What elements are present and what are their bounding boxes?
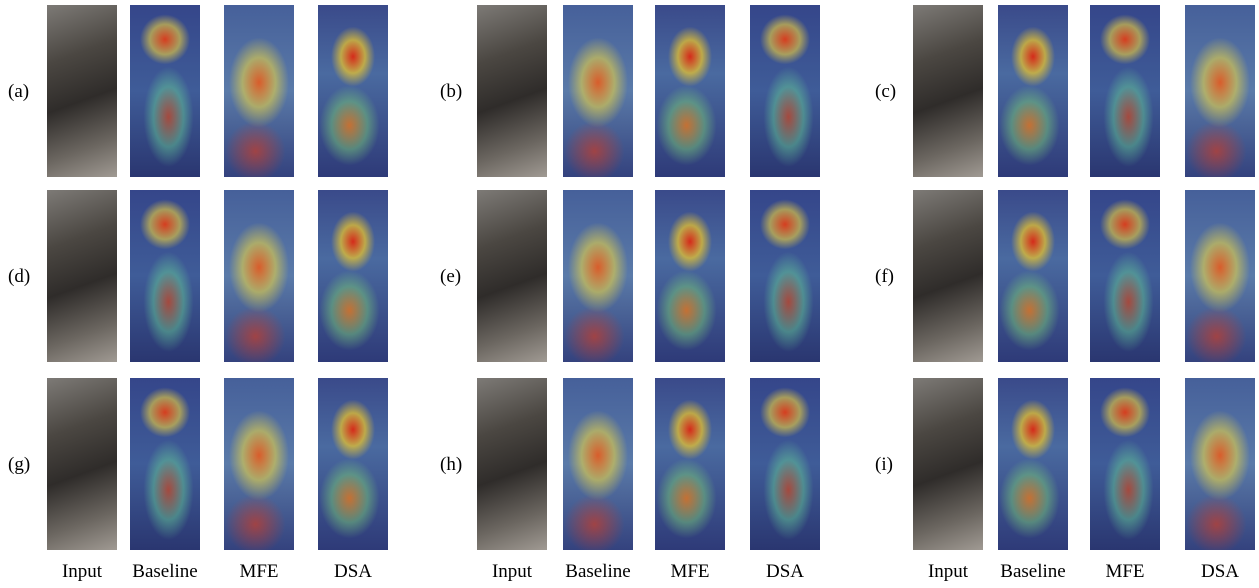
column-label: Input [492, 561, 532, 583]
heatmap-image [563, 190, 633, 362]
heatmap-image [318, 190, 388, 362]
column-label: MFE [1105, 561, 1144, 583]
heatmap-image [318, 378, 388, 550]
heatmap-image [130, 378, 200, 550]
heatmap-image [224, 378, 294, 550]
heatmap-image [563, 378, 633, 550]
heatmap-image [750, 5, 820, 177]
heatmap-image [130, 5, 200, 177]
heatmap-image [998, 5, 1068, 177]
heatmap-image [655, 5, 725, 177]
column-label: MFE [670, 561, 709, 583]
input-image [47, 378, 117, 550]
heatmap-image [1090, 190, 1160, 362]
column-label: DSA [1201, 561, 1239, 583]
input-image [47, 190, 117, 362]
input-image [477, 378, 547, 550]
input-image [913, 5, 983, 177]
panel-label: (d) [8, 266, 30, 288]
heatmap-image [1090, 5, 1160, 177]
column-label: MFE [239, 561, 278, 583]
input-image [47, 5, 117, 177]
panel-label: (f) [875, 266, 894, 288]
heatmap-image [655, 190, 725, 362]
heatmap-image [224, 190, 294, 362]
heatmap-image [998, 190, 1068, 362]
heatmap-image [655, 378, 725, 550]
column-label: Baseline [1000, 561, 1065, 583]
column-label: DSA [766, 561, 804, 583]
heatmap-image [318, 5, 388, 177]
column-label: Baseline [565, 561, 630, 583]
input-image [913, 378, 983, 550]
input-image [477, 190, 547, 362]
panel-label: (g) [8, 454, 30, 476]
heatmap-image [998, 378, 1068, 550]
heatmap-image [224, 5, 294, 177]
panel-label: (e) [440, 266, 461, 288]
heatmap-image [1185, 378, 1255, 550]
heatmap-image [750, 378, 820, 550]
panel-label: (h) [440, 454, 462, 476]
heatmap-image [1090, 378, 1160, 550]
heatmap-image [1185, 5, 1255, 177]
column-label: Input [928, 561, 968, 583]
figure: (a) (b) (c) (d) (e) (f) (g) (h) (i) Input Baseline… [0, 0, 1259, 588]
column-label: DSA [334, 561, 372, 583]
input-image [913, 190, 983, 362]
panel-label: (i) [875, 454, 893, 476]
heatmap-image [750, 190, 820, 362]
heatmap-image [563, 5, 633, 177]
heatmap-image [1185, 190, 1255, 362]
column-label: Input [62, 561, 102, 583]
panel-label: (c) [875, 81, 896, 103]
panel-label: (b) [440, 81, 462, 103]
panel-label: (a) [8, 81, 29, 103]
input-image [477, 5, 547, 177]
column-label: Baseline [132, 561, 197, 583]
heatmap-image [130, 190, 200, 362]
